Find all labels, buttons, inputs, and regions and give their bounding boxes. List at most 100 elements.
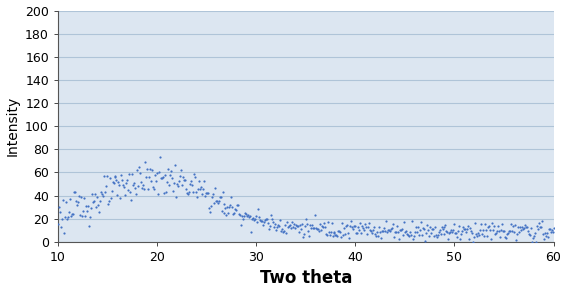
Point (348, 225, 357, 230)
Point (130, 180, 139, 185)
Point (325, 233, 334, 237)
Point (479, 228, 488, 233)
Point (207, 194, 216, 199)
Point (226, 202, 235, 207)
Point (155, 170, 164, 175)
Point (538, 232, 547, 237)
Point (181, 187, 191, 192)
Point (92, 194, 101, 199)
Point (311, 226, 320, 231)
Point (374, 234, 383, 239)
Point (270, 222, 280, 226)
Point (95, 198, 104, 203)
Point (416, 220, 425, 225)
Point (366, 228, 375, 233)
Point (375, 225, 384, 230)
Point (505, 228, 514, 233)
Point (191, 174, 200, 179)
Point (440, 224, 449, 229)
Point (194, 178, 204, 183)
Point (298, 235, 307, 240)
Point (411, 230, 420, 234)
Point (303, 229, 312, 233)
Point (266, 213, 276, 218)
Point (151, 173, 160, 177)
Point (545, 227, 554, 232)
Point (454, 229, 463, 233)
Point (94, 210, 103, 214)
Point (189, 171, 198, 176)
Point (197, 192, 206, 197)
Point (371, 234, 380, 239)
Point (273, 223, 282, 228)
Point (415, 228, 424, 232)
Point (432, 234, 441, 239)
Point (198, 187, 207, 192)
Point (421, 231, 430, 236)
Point (249, 216, 258, 221)
Point (135, 164, 144, 169)
Point (231, 207, 240, 212)
Point (166, 173, 175, 178)
Point (492, 231, 501, 236)
Point (359, 226, 368, 230)
Point (83, 203, 92, 208)
Point (334, 229, 343, 234)
Point (293, 223, 302, 228)
Point (540, 231, 549, 235)
Point (450, 221, 459, 226)
Point (162, 189, 171, 194)
Point (58, 198, 67, 203)
Point (403, 232, 412, 237)
Point (498, 229, 507, 233)
Point (132, 192, 141, 196)
Point (513, 232, 522, 236)
Point (277, 227, 286, 231)
Point (277, 229, 286, 234)
Point (369, 227, 378, 232)
Point (203, 191, 212, 196)
Point (355, 228, 364, 233)
Point (238, 214, 247, 219)
Point (358, 224, 367, 229)
Point (227, 194, 236, 199)
Point (510, 222, 519, 227)
Point (222, 212, 231, 217)
Point (517, 227, 526, 232)
Point (430, 224, 439, 229)
Point (378, 229, 387, 234)
Point (477, 222, 486, 226)
Point (269, 219, 278, 224)
Point (461, 227, 470, 232)
Point (239, 216, 248, 221)
Point (255, 214, 264, 219)
Point (485, 228, 494, 233)
Point (167, 169, 176, 174)
Point (489, 227, 498, 232)
Point (174, 184, 183, 188)
Point (257, 219, 266, 224)
Point (305, 222, 314, 227)
Point (412, 230, 421, 235)
Point (439, 231, 448, 236)
Point (260, 219, 269, 224)
Point (208, 192, 217, 196)
Point (506, 222, 515, 226)
Point (533, 226, 542, 231)
Point (382, 219, 391, 224)
Point (183, 191, 192, 195)
Point (253, 207, 263, 212)
Point (286, 226, 295, 231)
Point (274, 224, 284, 229)
Point (56, 210, 65, 215)
Point (329, 231, 338, 235)
Point (521, 222, 530, 227)
Point (234, 203, 243, 208)
Point (217, 208, 226, 213)
Point (515, 225, 524, 229)
Point (126, 190, 135, 194)
Point (480, 234, 489, 239)
Point (281, 222, 290, 227)
Point (353, 230, 362, 235)
Point (163, 180, 172, 185)
